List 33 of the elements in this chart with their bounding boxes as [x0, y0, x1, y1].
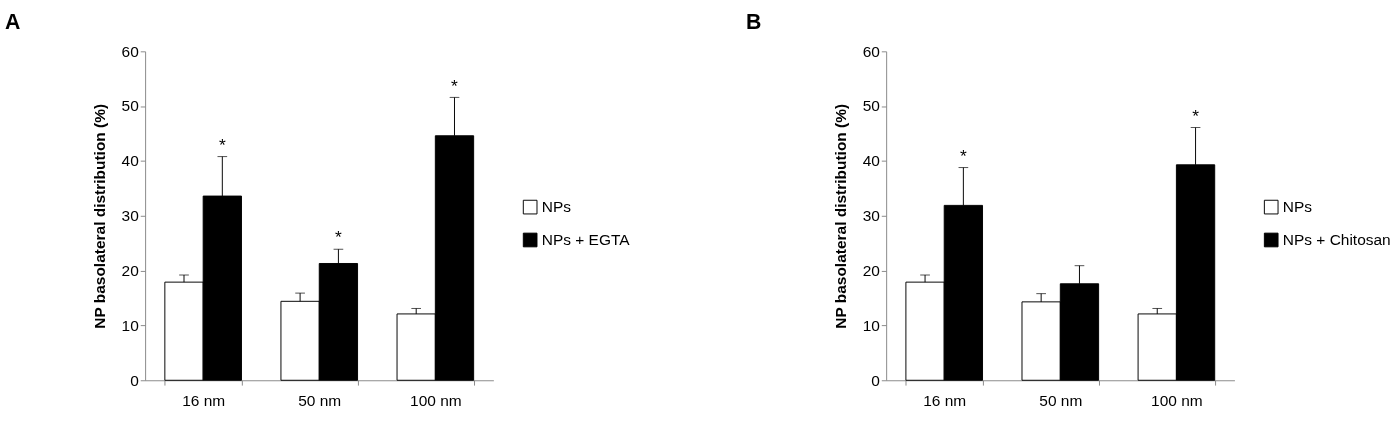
x-tick-label: 16 nm [923, 391, 967, 409]
y-tick-label: 20 [862, 261, 880, 279]
y-tick-label: 30 [121, 207, 139, 225]
data-label: * [335, 227, 343, 248]
data-label: * [1192, 105, 1200, 126]
y-tick-label: 10 [862, 316, 880, 334]
data-label: * [451, 75, 459, 96]
y-tick-label: 60 [121, 42, 139, 60]
legend-label: NPs [541, 197, 572, 215]
y-tick-label: 10 [121, 316, 139, 334]
y-axis-title: NP basolateral distribution (%) [91, 103, 109, 329]
y-tick-label: 0 [130, 371, 139, 389]
x-tick-label: 50 nm [1039, 391, 1083, 409]
y-axis-title: NP basolateral distribution (%) [832, 103, 850, 329]
legend-label: NPs + EGTA [541, 230, 631, 248]
x-tick-label: 100 nm [410, 391, 462, 409]
y-tick-label: 60 [862, 42, 880, 60]
y-tick-label: 40 [121, 152, 139, 170]
y-tick-label: 50 [862, 97, 880, 115]
y-tick-label: 0 [871, 371, 880, 389]
y-tick-label: 40 [862, 152, 880, 170]
chart-title: B [746, 10, 762, 35]
y-tick-label: 50 [121, 97, 139, 115]
y-tick-label: 20 [121, 261, 139, 279]
x-tick-label: 16 nm [182, 391, 226, 409]
x-tick-label: 50 nm [298, 391, 342, 409]
data-label: * [218, 134, 226, 155]
legend-label: NPs + Chitosan [1282, 230, 1391, 248]
chart-title: A [5, 10, 21, 35]
y-tick-label: 30 [862, 207, 880, 225]
data-label: * [959, 145, 967, 166]
legend-label: NPs [1282, 197, 1313, 215]
x-tick-label: 100 nm [1151, 391, 1203, 409]
